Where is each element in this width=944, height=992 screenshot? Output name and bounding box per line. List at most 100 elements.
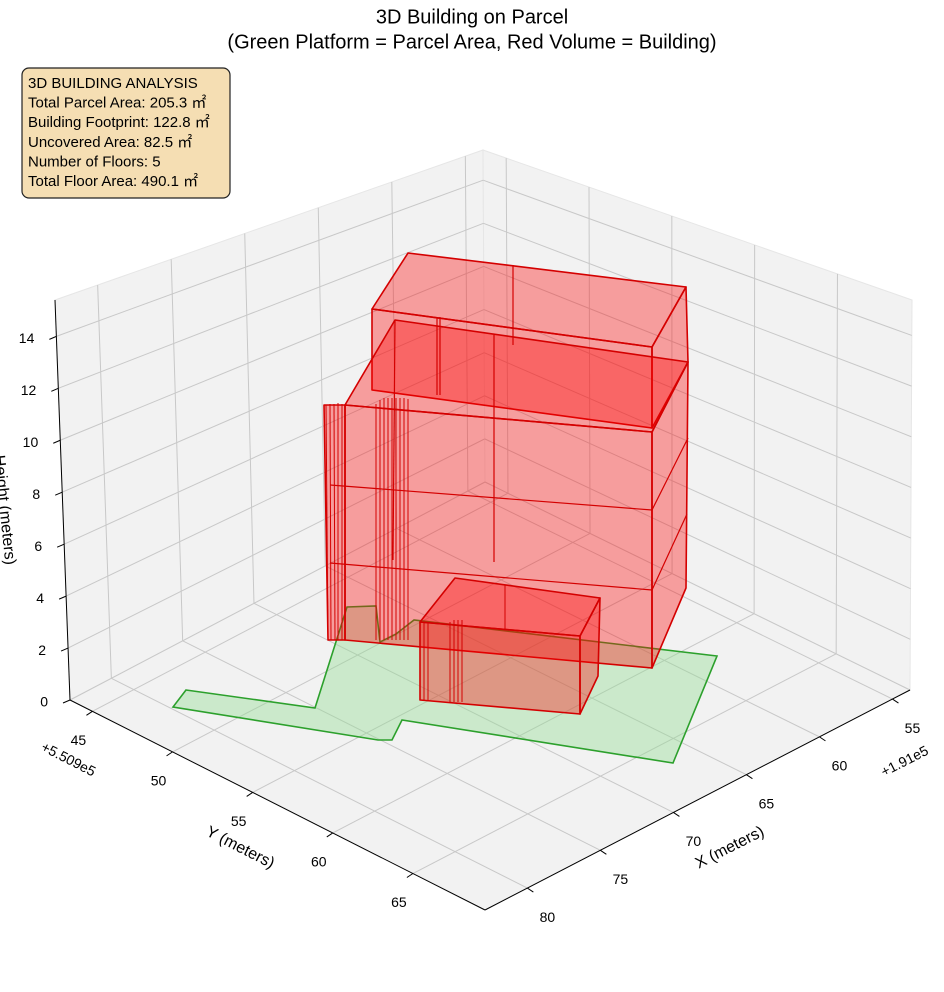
- grid-line: [483, 222, 912, 387]
- axes-panes: [54, 149, 913, 911]
- tick-mark: [819, 736, 826, 742]
- grid-line: [92, 492, 509, 712]
- grid-line: [483, 265, 912, 438]
- y-tick-label: 45: [71, 732, 87, 748]
- axes: 55 60 65 70 75 80 45 50 55 60 65 0 2 4 6 8 10 12 14: [19, 299, 921, 925]
- grid-line: [56, 179, 484, 337]
- info-line: 3D BUILDING ANALYSIS: [28, 75, 198, 92]
- axis-line: [484, 689, 911, 911]
- grid-line: [332, 613, 755, 834]
- grid-line: [753, 244, 756, 614]
- info-line: Building Footprint: 122.8 ㎡: [28, 114, 210, 131]
- info-box: 3D BUILDING ANALYSIS Total Parcel Area: 2…: [21, 67, 231, 199]
- tick-mark: [58, 595, 67, 600]
- x-tick-label: 60: [832, 758, 848, 774]
- x-offset-label: +1.91e5: [878, 742, 931, 780]
- z-tick-label: 2: [38, 642, 46, 658]
- tick-mark: [56, 543, 65, 548]
- z-tick-label: 14: [19, 330, 35, 346]
- tick-mark: [246, 792, 253, 797]
- tick-mark: [166, 751, 173, 757]
- tick-mark: [53, 439, 61, 444]
- x-tick-label: 75: [613, 871, 629, 887]
- grid: [56, 156, 912, 889]
- tick-mark: [55, 491, 63, 496]
- tick-mark: [60, 647, 69, 652]
- tick-mark: [600, 849, 607, 855]
- chart-subtitle: (Green Platform = Parcel Area, Red Volum…: [227, 31, 716, 53]
- tick-mark: [62, 699, 71, 704]
- x-tick-label: 70: [686, 833, 702, 849]
- y-tick-label: 50: [151, 773, 167, 789]
- grid-line: [412, 653, 837, 874]
- tick-mark: [673, 812, 680, 817]
- info-box-frame: [21, 67, 231, 199]
- x-tick-label: 80: [540, 909, 556, 925]
- tick-mark: [746, 774, 753, 780]
- parcel-platform: [171, 605, 719, 764]
- tick-mark: [892, 698, 899, 704]
- building-face: [371, 252, 687, 348]
- info-line: Uncovered Area: 82.5 ㎡: [28, 134, 192, 151]
- grid-line: [182, 640, 601, 851]
- tick-mark: [326, 832, 334, 838]
- grid-line: [317, 207, 326, 566]
- z-tick-label: 6: [34, 538, 42, 554]
- grid-line: [588, 187, 591, 534]
- grid-line: [484, 438, 911, 640]
- z-tick-label: 10: [23, 434, 39, 450]
- y-axis-label: Y (meters): [203, 823, 277, 872]
- grid-line: [65, 395, 485, 597]
- tick-mark: [49, 335, 57, 340]
- scene: [171, 252, 719, 764]
- grid-line: [67, 438, 485, 649]
- grid-line: [484, 352, 911, 539]
- tick-mark: [86, 710, 93, 716]
- grid-line: [835, 273, 838, 654]
- axis-line: [54, 299, 71, 701]
- grid-line: [62, 309, 485, 493]
- grid-line: [69, 481, 486, 701]
- y-tick-label: 65: [391, 894, 407, 910]
- grid-line: [464, 156, 469, 491]
- grid-line: [505, 158, 509, 494]
- grid-line: [484, 395, 911, 590]
- tick-mark: [406, 873, 414, 878]
- grid-line: [58, 222, 484, 389]
- tick-mark: [51, 387, 59, 392]
- grid-line: [111, 677, 528, 889]
- building-face: [579, 597, 601, 715]
- x-axis-label: X (meters): [693, 823, 767, 872]
- tick-mark: [527, 887, 534, 893]
- grid-line: [60, 265, 484, 441]
- grid-line: [484, 481, 911, 691]
- x-tick-label: 65: [759, 795, 775, 811]
- grid-line: [396, 527, 820, 738]
- curved-column: [325, 398, 409, 641]
- grid-line: [483, 179, 912, 336]
- axis-line: [69, 699, 486, 911]
- grid-line: [483, 309, 912, 488]
- z-tick-label: 8: [32, 486, 40, 502]
- grid-line: [170, 259, 184, 641]
- grid-line: [244, 233, 255, 604]
- grid-line: [63, 352, 485, 545]
- info-line: Number of Floors: 5: [28, 153, 161, 170]
- x-tick-label: 55: [905, 720, 921, 736]
- y-tick-label: 55: [231, 813, 247, 829]
- grid-line: [253, 602, 674, 813]
- grid-line: [467, 490, 893, 700]
- grid-line: [325, 565, 747, 776]
- z-tick-label: 4: [36, 590, 44, 606]
- y-tick-label: 60: [311, 854, 327, 870]
- info-line: Total Parcel Area: 205.3 ㎡: [28, 95, 206, 112]
- building-face: [419, 621, 581, 715]
- z-tick-label: 12: [21, 382, 37, 398]
- grid-line: [97, 285, 112, 679]
- y-offset-label: +5.509e5: [39, 738, 99, 779]
- z-tick-label: 0: [40, 694, 48, 710]
- z-axis-label: Height (meters): [0, 454, 18, 565]
- chart-title: 3D Building on Parcel: [376, 6, 568, 28]
- annex-column: [423, 585, 506, 702]
